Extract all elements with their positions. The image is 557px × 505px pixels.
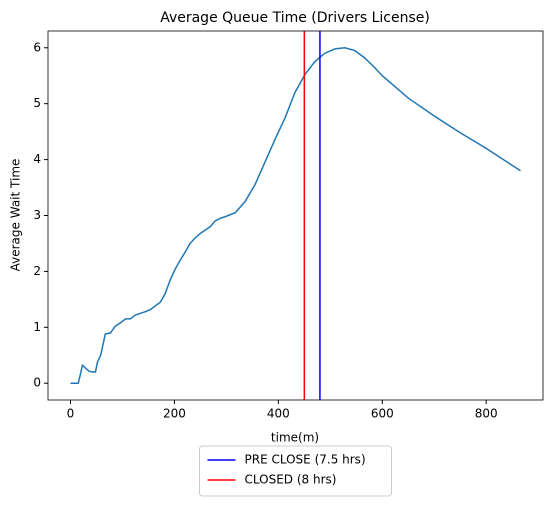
- x-tick-label: 200: [163, 407, 186, 421]
- x-axis-label: time(m): [271, 431, 319, 445]
- y-axis-label: Average Wait Time: [9, 159, 23, 272]
- chart-title: Average Queue Time (Drivers License): [160, 10, 430, 26]
- x-tick-label: 800: [475, 407, 498, 421]
- x-tick-label: 600: [371, 407, 394, 421]
- y-tick-label: 4: [33, 152, 41, 166]
- legend-box: [199, 445, 392, 497]
- y-tick-label: 5: [33, 96, 41, 110]
- x-tick-label: 400: [267, 407, 290, 421]
- y-tick-label: 3: [33, 208, 41, 222]
- legend-label: CLOSED (8 hrs): [245, 473, 337, 487]
- axes-frame: [47, 30, 544, 401]
- y-tick-label: 2: [33, 264, 41, 278]
- y-tick-label: 6: [33, 40, 41, 54]
- y-tick-label: 1: [33, 320, 41, 334]
- x-tick-label: 0: [67, 407, 75, 421]
- legend-label: PRE CLOSE (7.5 hrs): [245, 453, 366, 467]
- data-line: [70, 47, 521, 384]
- y-tick-label: 0: [33, 376, 41, 390]
